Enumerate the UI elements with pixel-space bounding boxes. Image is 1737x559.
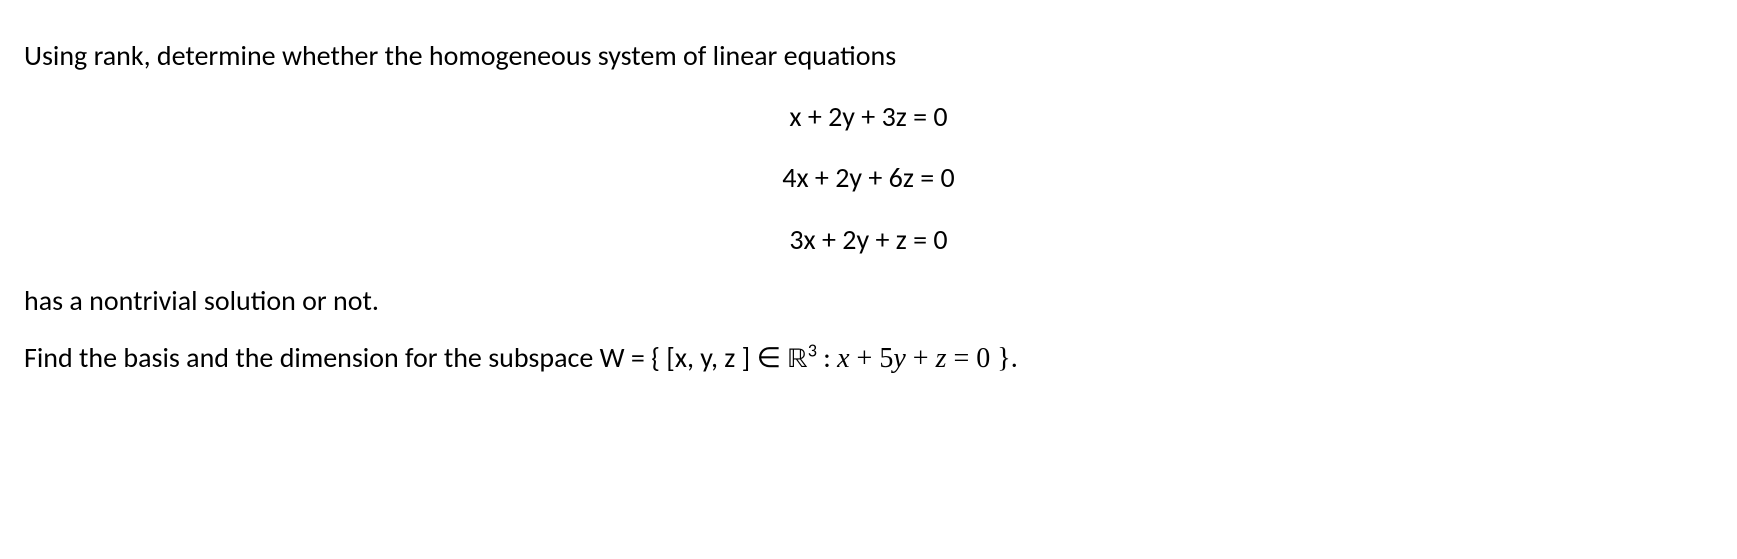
q2-period: . <box>1011 340 1018 375</box>
question-2: Find the basis and the dimension for the… <box>24 338 1713 380</box>
real-symbol: ℝ <box>787 346 807 374</box>
cond-eq: = 0 } <box>946 343 1010 374</box>
q2-prefix: Find the basis and the dimension for the… <box>24 340 651 375</box>
q2-set-open: { [x, y, z ] ∈ <box>651 340 787 375</box>
cond-plus2: + <box>906 343 936 374</box>
cond-y: y <box>893 343 905 374</box>
equation-2: 4x + 2y + 6z = 0 <box>24 158 1713 197</box>
equation-1: x + 2y + 3z = 0 <box>24 97 1713 136</box>
q2-colon: : <box>817 340 837 375</box>
cond-z: z <box>936 343 947 374</box>
question-1-outro: has a nontrivial solution or not. <box>24 281 1713 320</box>
equation-3: 3x + 2y + z = 0 <box>24 220 1713 259</box>
question-1-intro: Using rank, determine whether the homoge… <box>24 36 1713 75</box>
real-exponent: 3 <box>808 340 817 362</box>
cond-plus1: + 5 <box>850 343 894 374</box>
cond-x: x <box>837 343 849 374</box>
